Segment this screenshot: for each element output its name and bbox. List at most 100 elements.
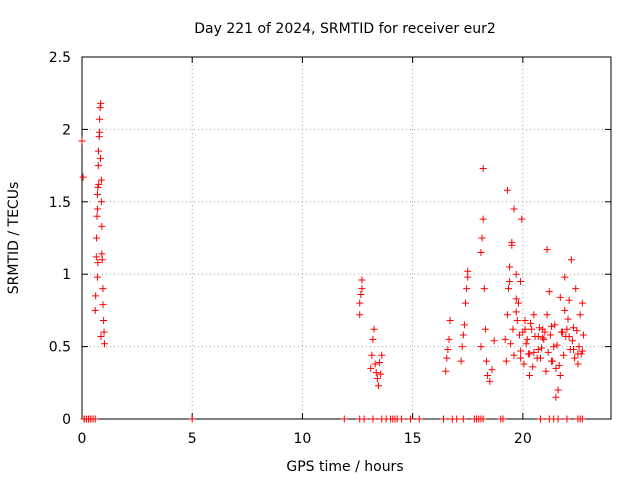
- x-tick-label: 20: [514, 431, 532, 447]
- data-point: [374, 382, 382, 390]
- data-point: [98, 222, 106, 230]
- data-point: [565, 296, 573, 304]
- data-point: [563, 325, 571, 333]
- data-point: [566, 345, 574, 353]
- data-point: [578, 347, 586, 355]
- data-point: [553, 341, 561, 349]
- data-point: [479, 164, 487, 172]
- data-points: [78, 99, 587, 423]
- data-point: [443, 354, 451, 362]
- data-point: [508, 238, 516, 246]
- data-point: [372, 369, 380, 377]
- data-point: [510, 351, 518, 359]
- data-point: [477, 248, 485, 256]
- data-point: [517, 354, 525, 362]
- data-point: [547, 322, 555, 330]
- data-point: [512, 295, 520, 303]
- data-point: [415, 415, 423, 423]
- data-point: [490, 337, 498, 345]
- data-point: [564, 315, 572, 323]
- data-point: [530, 348, 538, 356]
- data-point: [547, 357, 555, 365]
- data-point: [89, 415, 97, 423]
- data-point: [97, 154, 105, 162]
- data-point: [188, 415, 196, 423]
- data-point: [458, 343, 466, 351]
- data-point: [479, 415, 487, 423]
- x-tick-label: 5: [188, 431, 197, 447]
- x-tick-label: 10: [294, 431, 312, 447]
- data-point: [516, 331, 524, 339]
- data-point: [535, 324, 543, 332]
- data-point: [570, 324, 578, 332]
- data-point: [550, 343, 558, 351]
- data-point: [499, 415, 507, 423]
- data-point: [530, 311, 538, 319]
- data-point: [356, 299, 364, 307]
- data-point: [545, 288, 553, 296]
- data-point: [568, 337, 576, 345]
- data-point: [96, 115, 104, 123]
- data-point: [91, 306, 99, 314]
- data-point: [534, 345, 542, 353]
- x-axis-label: GPS time / hours: [286, 459, 403, 475]
- data-point: [506, 263, 514, 271]
- data-point: [512, 308, 520, 316]
- data-point: [457, 357, 465, 365]
- data-point: [358, 276, 366, 284]
- data-point: [97, 176, 105, 184]
- data-point: [572, 285, 580, 293]
- y-tick-label: 0.5: [49, 340, 71, 356]
- data-point: [93, 212, 101, 220]
- data-point: [505, 285, 513, 293]
- y-tick-label: 1: [62, 267, 71, 283]
- data-point: [536, 415, 544, 423]
- data-point: [480, 285, 488, 293]
- data-point: [539, 325, 547, 333]
- data-point: [439, 415, 447, 423]
- data-point: [538, 344, 546, 352]
- data-point: [96, 104, 104, 112]
- data-point: [367, 364, 375, 372]
- data-point: [95, 147, 103, 155]
- data-point: [560, 351, 568, 359]
- data-point: [574, 360, 582, 368]
- data-point: [370, 325, 378, 333]
- data-point: [522, 340, 530, 348]
- data-point: [358, 285, 366, 293]
- data-point: [556, 293, 564, 301]
- data-point: [93, 234, 101, 242]
- data-point: [98, 250, 106, 258]
- data-point: [503, 186, 511, 194]
- data-point: [463, 285, 471, 293]
- data-point: [565, 332, 573, 340]
- data-point: [539, 334, 547, 342]
- axis-ticks: [81, 56, 611, 420]
- data-point: [369, 415, 377, 423]
- data-point: [552, 393, 560, 401]
- data-point: [94, 162, 102, 170]
- data-point: [554, 415, 562, 423]
- data-point: [521, 317, 529, 325]
- data-point: [97, 99, 105, 107]
- data-point: [517, 277, 525, 285]
- data-point: [93, 205, 101, 213]
- data-point: [96, 128, 104, 136]
- data-point: [554, 386, 562, 394]
- data-point: [579, 331, 587, 339]
- data-point: [97, 198, 105, 206]
- data-point: [523, 335, 531, 343]
- x-tick-labels: 0 5 10 15 20: [78, 431, 532, 447]
- data-point: [100, 317, 108, 325]
- data-point: [460, 321, 468, 329]
- x-tick-label: 15: [404, 431, 422, 447]
- data-point: [520, 360, 528, 368]
- data-point: [484, 372, 492, 380]
- data-point: [398, 415, 406, 423]
- data-point: [94, 259, 102, 267]
- y-axis-label: SRMTID / TECUs: [6, 182, 22, 295]
- data-point: [481, 325, 489, 333]
- data-point: [556, 372, 564, 380]
- data-point: [459, 331, 467, 339]
